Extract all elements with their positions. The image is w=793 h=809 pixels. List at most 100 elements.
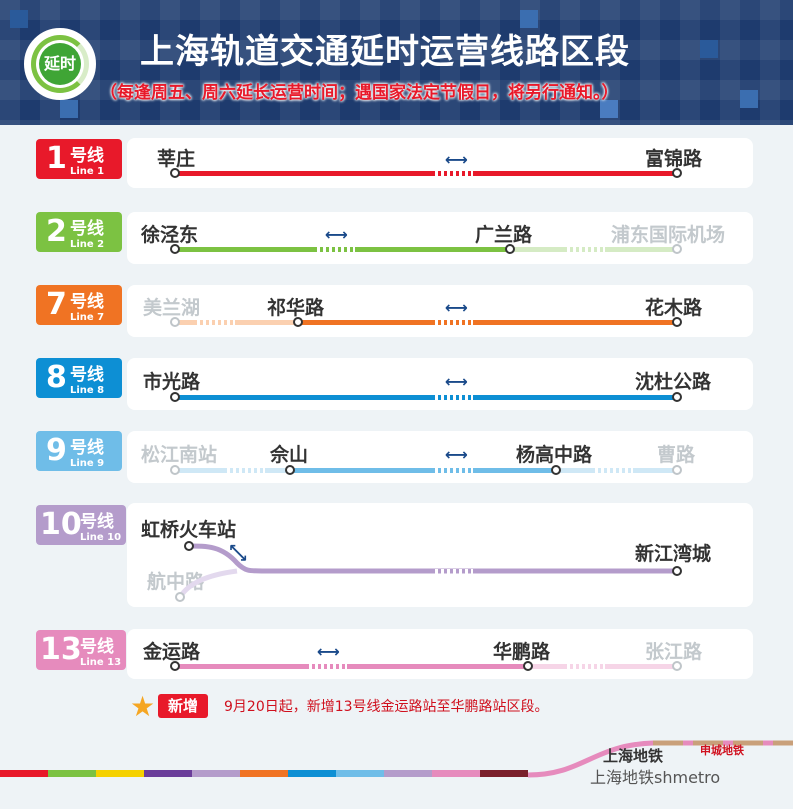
footer-stripe xyxy=(144,770,192,777)
station-node xyxy=(672,661,682,671)
station-node xyxy=(175,592,185,602)
segment-dots xyxy=(435,569,473,574)
station-node xyxy=(672,566,682,576)
station-node xyxy=(170,465,180,475)
badge-label: 延时 xyxy=(39,43,81,85)
station-zhangjianglu: 张江路 xyxy=(645,641,703,663)
page-title: 上海轨道交通延时运营线路区段 xyxy=(140,32,630,72)
line-7-tag: 7 号线 Line 7 xyxy=(36,285,122,325)
watermark: 上海地铁shmetro xyxy=(590,768,721,787)
station-yanggaozhonglu: 杨高中路 xyxy=(516,444,593,466)
segment-dots xyxy=(595,468,633,473)
footer-stripe xyxy=(96,770,144,777)
line-hao: 号线 xyxy=(70,219,104,239)
station-xinzhuang: 莘庄 xyxy=(157,148,196,170)
footer-stripe xyxy=(0,770,48,777)
badge-ring-icon xyxy=(31,35,89,93)
segment-dots xyxy=(435,320,473,325)
station-shiguanglu: 市光路 xyxy=(143,371,201,393)
line-number: 9 xyxy=(46,433,67,468)
station-qihualu: 祁华路 xyxy=(267,297,325,319)
footer-stripe xyxy=(384,770,432,777)
station-fujinlu: 富锦路 xyxy=(645,148,703,170)
footer-stripe xyxy=(288,770,336,777)
station-xujingdong: 徐泾东 xyxy=(141,224,199,246)
line-2-tag: 2 号线 Line 2 xyxy=(36,212,122,252)
station-node xyxy=(672,168,682,178)
station-node xyxy=(672,244,682,254)
segment-dots xyxy=(317,247,355,252)
segment-dots xyxy=(567,664,605,669)
station-node xyxy=(184,541,194,551)
line-9-segment xyxy=(290,468,556,473)
station-node xyxy=(672,317,682,327)
delay-badge: 延时 xyxy=(24,28,96,100)
segment-dots xyxy=(309,664,347,669)
line-en: Line 13 xyxy=(80,657,122,668)
line-13-segment xyxy=(176,664,528,669)
line-9-tag: 9 号线 Line 9 xyxy=(36,431,122,471)
segment-dots xyxy=(435,395,473,400)
line-7-segment-future xyxy=(176,320,298,325)
line-number: 2 xyxy=(46,214,67,249)
line-7-segment xyxy=(298,320,678,325)
segment-dots xyxy=(435,468,473,473)
station-shendugonglu: 沈杜公路 xyxy=(635,371,712,393)
bidirectional-arrow-icon: ⟷ xyxy=(445,445,468,464)
line-2-card: 徐泾东 广兰路 浦东国际机场 ⟷ xyxy=(127,212,753,264)
station-xinjiangwancheng: 新江湾城 xyxy=(635,543,712,565)
station-sheshan: 佘山 xyxy=(270,444,309,466)
line-en: Line 2 xyxy=(70,239,105,250)
station-pudong-airport: 浦东国际机场 xyxy=(611,224,726,246)
line-number: 7 xyxy=(46,287,67,322)
new-badge: 新增 xyxy=(158,694,208,718)
line-8-card: 市光路 沈杜公路 ⟷ xyxy=(127,358,753,410)
station-huapenglu: 华鹏路 xyxy=(493,641,551,663)
line-en: Line 7 xyxy=(70,312,105,323)
line-hao: 号线 xyxy=(80,512,114,532)
station-guanglanlu: 广兰路 xyxy=(475,224,533,246)
page-subtitle: （每逢周五、周六延长运营时间；遇国家法定节假日，将另行通知。） xyxy=(100,83,619,103)
line-hao: 号线 xyxy=(80,637,114,657)
line-8-segment xyxy=(176,395,678,400)
station-jinyunlu: 金运路 xyxy=(143,641,201,663)
station-caolu: 曹路 xyxy=(657,444,696,466)
station-node xyxy=(293,317,303,327)
station-node xyxy=(672,392,682,402)
line-13-tag: 13 号线 Line 13 xyxy=(36,630,126,670)
line-en: Line 1 xyxy=(70,166,105,177)
notice-text: 9月20日起，新增13号线金运路站至华鹏路站区段。 xyxy=(224,699,549,715)
station-node xyxy=(672,465,682,475)
line-number: 1 xyxy=(46,141,67,176)
station-node xyxy=(170,168,180,178)
segment-dots xyxy=(227,468,265,473)
line-number: 8 xyxy=(46,360,67,395)
line-13-card: 金运路 华鹏路 张江路 ⟷ xyxy=(127,629,753,679)
line-hao: 号线 xyxy=(70,146,104,166)
line-hao: 号线 xyxy=(70,365,104,385)
line-hao: 号线 xyxy=(70,292,104,312)
station-node xyxy=(170,661,180,671)
line-9-card: 松江南站 佘山 杨高中路 曹路 ⟷ xyxy=(127,431,753,483)
station-node xyxy=(285,465,295,475)
segment-dots xyxy=(197,320,235,325)
footer-stripe xyxy=(432,770,480,777)
line-en: Line 8 xyxy=(70,385,105,396)
bidirectional-arrow-icon: ⟷ xyxy=(445,298,468,317)
line-1-tag: 1 号线 Line 1 xyxy=(36,139,122,179)
star-icon: ★ xyxy=(130,690,156,723)
station-node xyxy=(505,244,515,254)
segment-dots xyxy=(435,171,473,176)
line-hao: 号线 xyxy=(70,438,104,458)
line-1-segment xyxy=(176,171,678,176)
bidirectional-arrow-icon: ⟷ xyxy=(325,225,348,244)
line-en: Line 10 xyxy=(80,532,122,543)
station-node xyxy=(551,465,561,475)
line-8-tag: 8 号线 Line 8 xyxy=(36,358,122,398)
header-banner: 延时 上海轨道交通延时运营线路区段 （每逢周五、周六延长运营时间；遇国家法定节假… xyxy=(0,0,793,125)
station-meilanhu: 美兰湖 xyxy=(143,297,201,319)
station-songjiangnanzhan: 松江南站 xyxy=(141,444,218,466)
station-node xyxy=(170,244,180,254)
bidirectional-arrow-icon: ⟷ xyxy=(317,642,340,661)
bidirectional-arrow-icon: ⟷ xyxy=(445,372,468,391)
